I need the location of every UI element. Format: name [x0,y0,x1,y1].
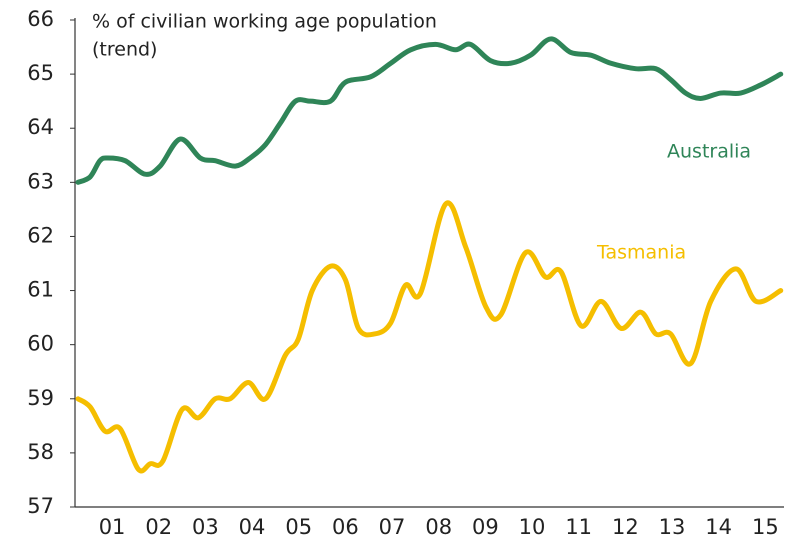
x-tick-label: 14 [705,515,732,539]
x-tick-label: 01 [99,515,126,539]
series-label: Tasmania [596,242,686,264]
series-line [75,36,784,185]
x-tick-label: 04 [239,515,266,539]
y-tick-label: 64 [27,115,54,139]
x-tick-label: 06 [332,515,359,539]
x-tick-label: 10 [519,515,546,539]
y-tick-label: 62 [27,223,54,247]
series-label: Australia [667,141,751,163]
y-tick-label: 65 [27,61,54,85]
y-tick-label: 66 [27,7,54,31]
x-tick-label: 13 [659,515,686,539]
y-tick-label: 58 [27,440,54,464]
x-tick-label: 12 [612,515,639,539]
x-tick-label: 05 [285,515,312,539]
y-axis-label: (trend) [92,39,157,61]
x-tick-label: 11 [565,515,592,539]
y-tick-label: 63 [27,169,54,193]
series-line [75,200,784,474]
y-tick-label: 61 [27,278,54,302]
x-tick-label: 03 [192,515,219,539]
x-tick-label: 07 [379,515,406,539]
x-tick-label: 09 [472,515,499,539]
x-tick-label: 08 [425,515,452,539]
y-tick-label: 59 [27,386,54,410]
x-tick-label: 15 [752,515,779,539]
x-tick-label: 02 [145,515,172,539]
y-tick-label: 60 [27,332,54,356]
y-axis-label: % of civilian working age population [92,11,437,33]
y-tick-label: 57 [27,494,54,518]
